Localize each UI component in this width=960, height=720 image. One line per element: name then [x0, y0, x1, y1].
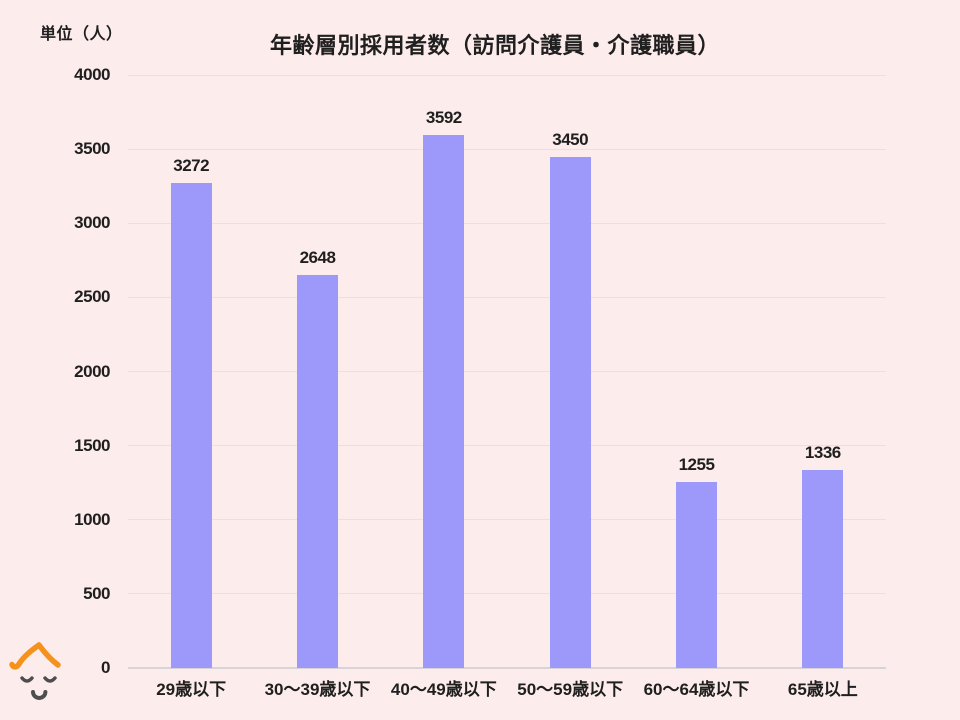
y-tick-label: 1000	[74, 509, 110, 529]
bar-value-label: 1255	[678, 454, 715, 474]
bar-value-label: 3592	[425, 108, 462, 128]
y-tick-label: 0	[101, 658, 110, 677]
gridline	[128, 222, 886, 224]
bar-value-label: 3450	[552, 129, 589, 149]
gridline	[128, 296, 886, 298]
bar	[423, 135, 465, 668]
mascot-face-logo	[9, 642, 61, 700]
bar	[676, 481, 717, 668]
bar-value-label: 1336	[804, 442, 841, 462]
y-tick-label: 3500	[74, 139, 110, 159]
y-tick-label: 2000	[74, 361, 110, 381]
y-tick-label: 2500	[74, 287, 110, 307]
gridline	[128, 519, 886, 521]
mascot-hair-icon	[9, 642, 42, 670]
x-axis-label: 29歳以下	[156, 680, 227, 699]
bar	[549, 156, 591, 668]
mascot-eye-icon	[43, 676, 57, 683]
bar-value-label: 2648	[299, 248, 336, 268]
gridline	[128, 371, 886, 372]
bar	[297, 275, 338, 668]
x-axis-label: 30〜39歳以下	[264, 680, 371, 699]
x-axis-label: 60〜64歳以下	[643, 680, 750, 699]
y-tick-label: 4000	[74, 65, 110, 84]
gridline	[128, 74, 886, 76]
bar	[170, 182, 212, 668]
gridline	[128, 445, 886, 447]
y-tick-label: 1500	[74, 435, 110, 455]
x-axis-baseline	[128, 667, 886, 669]
chart-title: 年齢層別採用者数（訪問介護員・介護職員）	[269, 33, 720, 58]
plot-area: 0 500 1000 1500 2000 2500 3000 3500 4000 3272 29歳以…	[74, 65, 886, 699]
x-axis-label: 40〜49歳以下	[390, 680, 497, 699]
mascot-mouth-icon	[31, 690, 48, 700]
mascot-eye-icon	[20, 676, 34, 683]
gridline	[128, 593, 886, 595]
mascot-hair-icon	[36, 642, 61, 668]
x-axis-label: 65歳以上	[787, 680, 858, 699]
y-axis-unit-label: 単位（人）	[40, 26, 123, 43]
bar	[802, 469, 844, 668]
bar-value-label: 3272	[173, 155, 210, 175]
y-tick-label: 3000	[74, 213, 110, 233]
y-tick-label: 500	[83, 583, 110, 603]
x-axis-label: 50〜59歳以下	[517, 680, 624, 699]
gridline	[128, 148, 886, 150]
